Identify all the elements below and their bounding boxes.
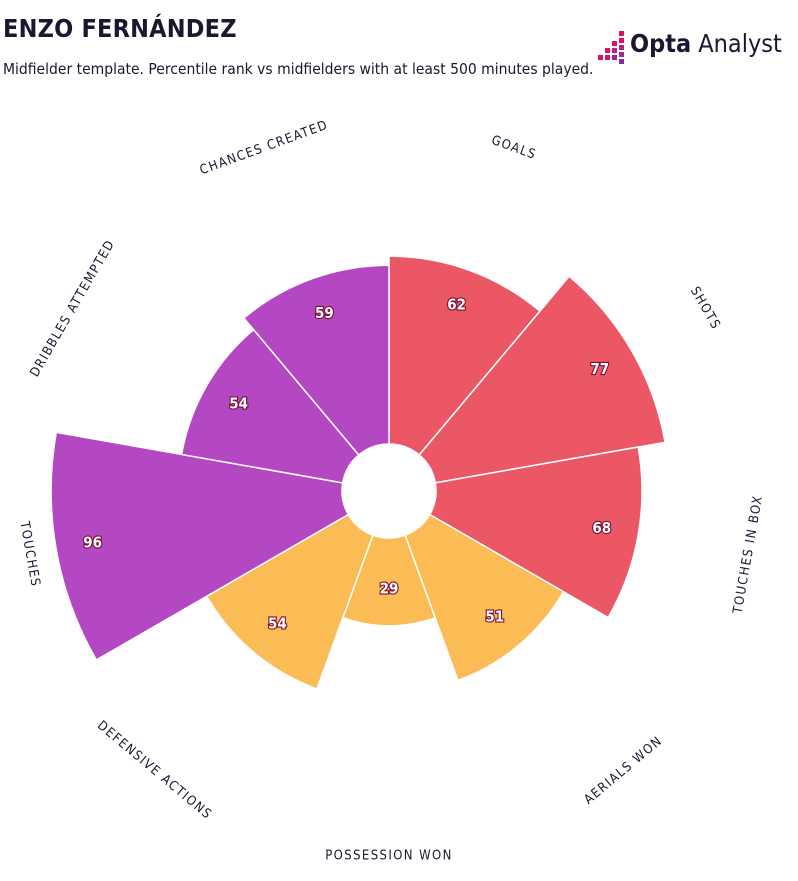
category-label-shots: SHOTS: [687, 284, 723, 332]
value-label-defensive-actions: 54: [268, 615, 287, 633]
category-label-touches: TOUCHES: [16, 519, 42, 588]
page-title: ENZO FERNÁNDEZ: [3, 14, 237, 43]
logo-analyst-text: Analyst: [691, 29, 782, 58]
category-label-possession-won: POSSESSION WON: [325, 849, 453, 864]
opta-analyst-wordmark: Opta Analyst: [630, 29, 782, 58]
bar-aerials-won: [404, 513, 565, 682]
value-label-touches-in-box: 68: [592, 519, 611, 537]
value-label-aerials-won: 51: [485, 608, 504, 626]
value-label-chances-created: 59: [315, 304, 334, 322]
value-label-dribbles-attempted: 54: [229, 395, 248, 413]
logo-opta-text: Opta: [630, 29, 692, 58]
category-label-defensive-actions: DEFENSIVE ACTIONS: [94, 718, 215, 823]
center-hole: [342, 444, 436, 538]
value-label-goals: 62: [447, 296, 466, 314]
page-subtitle: Midfielder template. Percentile rank vs …: [3, 60, 594, 78]
value-label-possession-won: 29: [380, 579, 399, 597]
opta-logo-icon: [598, 31, 624, 64]
category-label-chances-created: CHANCES CREATED: [198, 118, 331, 178]
value-label-shots: 77: [590, 360, 609, 378]
category-label-goals: GOALS: [489, 133, 538, 163]
category-label-dribbles-attempted: DRIBBLES ATTEMPTED: [27, 237, 118, 380]
value-label-touches: 96: [83, 534, 102, 552]
category-label-touches-in-box: TOUCHES IN BOX: [730, 494, 766, 616]
opta-analyst-logo: Opta Analyst: [592, 28, 788, 68]
category-label-aerials-won: AERIALS WON: [581, 734, 665, 808]
